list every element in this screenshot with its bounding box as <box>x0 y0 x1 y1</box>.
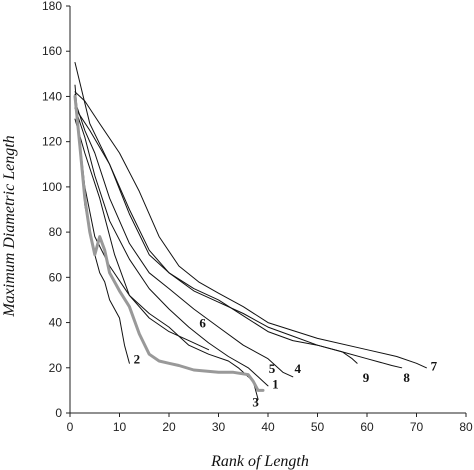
curve-label-1: 1 <box>272 377 279 392</box>
curve-label-4: 4 <box>294 361 301 376</box>
y-tick-label: 120 <box>42 135 62 149</box>
series-line-8 <box>74 107 403 369</box>
y-axis-title: Maximum Diametric Length <box>1 135 18 317</box>
curve-label-5: 5 <box>269 361 276 376</box>
y-tick-label: 180 <box>42 0 62 13</box>
y-tick-label: 160 <box>42 44 62 58</box>
y-tick-label: 60 <box>49 270 63 284</box>
curve-label-3: 3 <box>252 395 259 410</box>
series-line-6 <box>74 118 210 351</box>
curve-labels: 1 2 3 4 5 6 7 8 9 <box>134 316 438 410</box>
curve-label-2: 2 <box>134 352 141 367</box>
y-tick-label: 80 <box>49 225 63 239</box>
y-tick-label: 100 <box>42 180 62 194</box>
x-tick-label: 30 <box>212 420 226 434</box>
x-tick-label: 40 <box>261 420 275 434</box>
x-tick-label: 10 <box>113 420 127 434</box>
series-layer <box>73 62 427 400</box>
x-tick-label: 50 <box>311 420 325 434</box>
x-axis-title: Rank of Length <box>210 453 309 470</box>
curve-label-9: 9 <box>363 370 370 385</box>
curve-label-7: 7 <box>431 359 438 374</box>
series-line-1 <box>73 94 265 392</box>
series-line-9 <box>74 62 358 364</box>
series-line-4 <box>74 100 294 378</box>
curve-label-8: 8 <box>403 370 410 385</box>
y-tick-label: 0 <box>55 406 62 420</box>
x-tick-label: 80 <box>459 420 473 434</box>
x-tick-label: 20 <box>162 420 176 434</box>
x-tick-label: 0 <box>67 420 74 434</box>
x-tick-label: 70 <box>410 420 424 434</box>
y-tick-label: 40 <box>49 316 63 330</box>
series-line-7 <box>74 91 427 369</box>
series-line-5 <box>74 107 269 387</box>
curve-label-6: 6 <box>199 316 206 331</box>
y-tick-label: 20 <box>49 361 63 375</box>
x-tick-label: 60 <box>360 420 374 434</box>
y-tick-label: 140 <box>42 89 62 103</box>
